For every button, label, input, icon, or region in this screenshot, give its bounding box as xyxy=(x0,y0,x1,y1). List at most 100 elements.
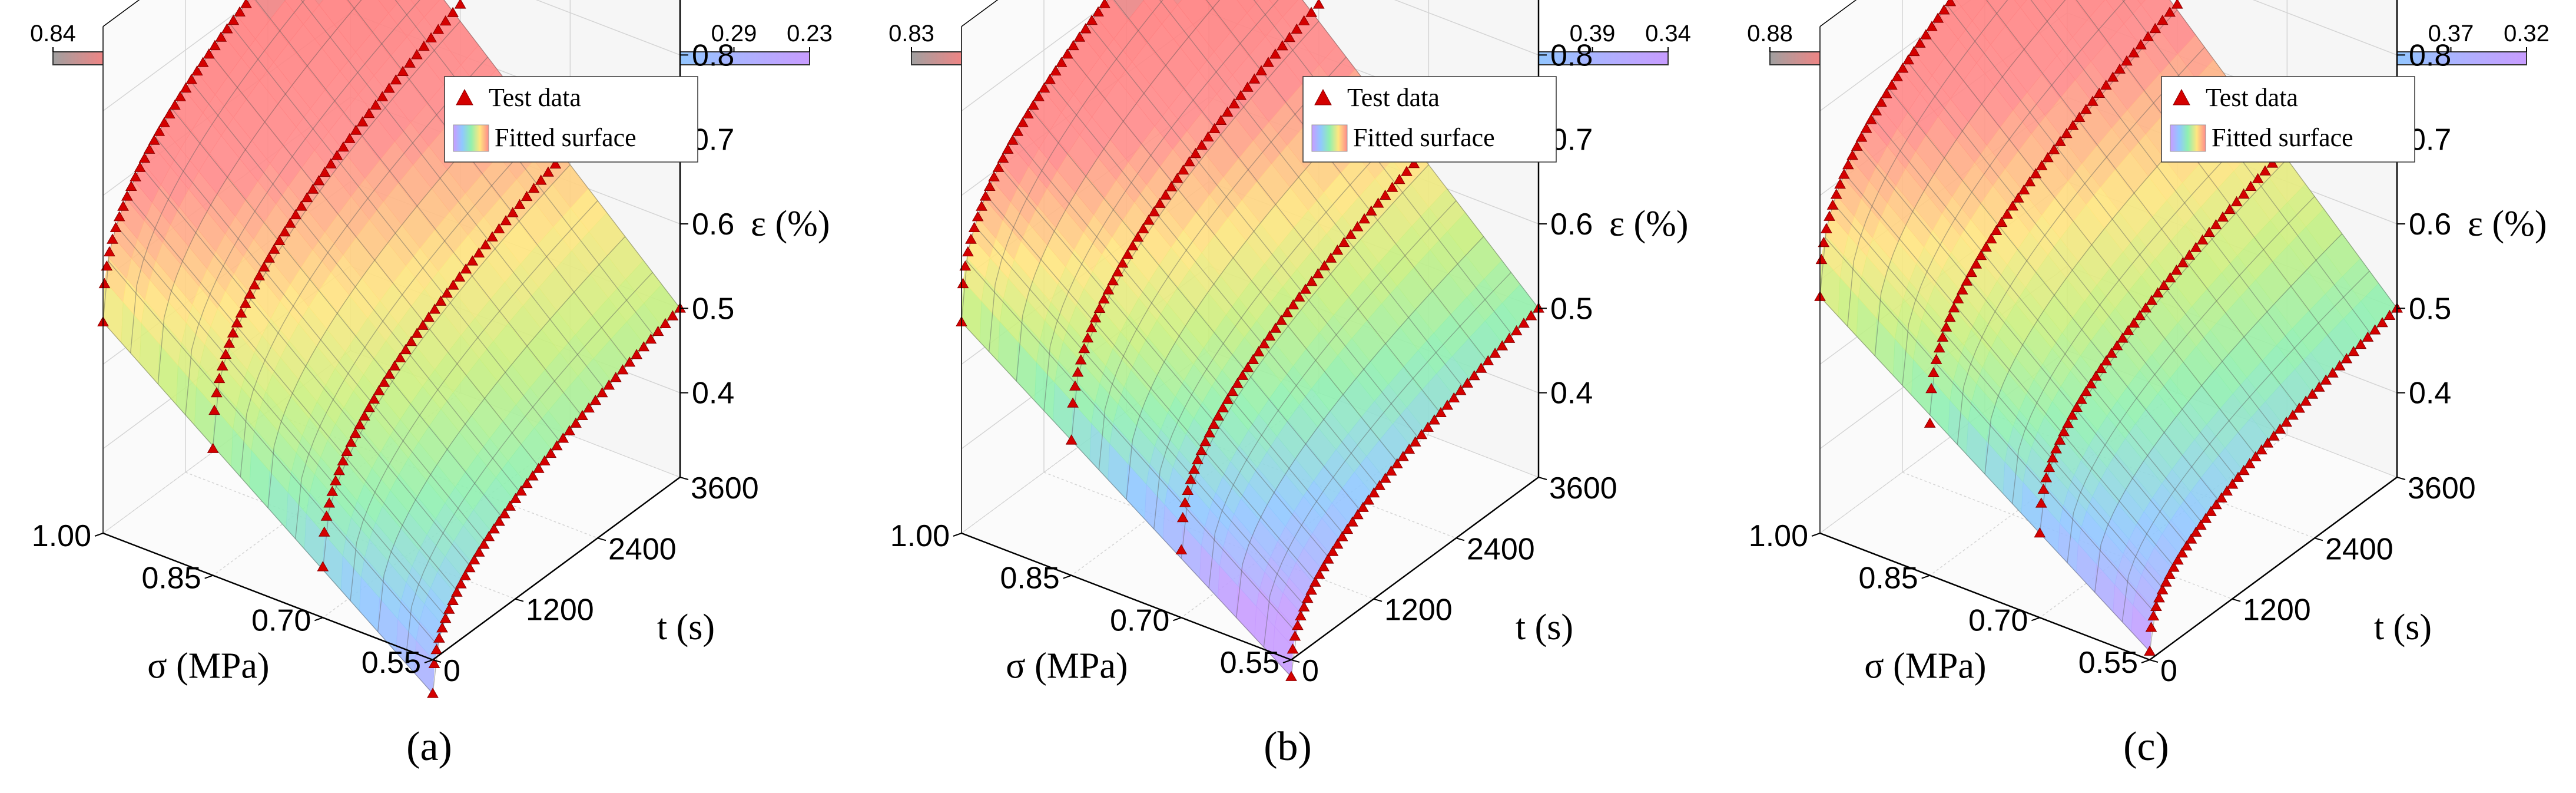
test-data-point xyxy=(209,39,221,51)
test-data-point xyxy=(2274,423,2286,434)
test-data-point xyxy=(965,233,977,244)
test-data-point xyxy=(2170,265,2183,275)
test-data-point xyxy=(2090,370,2102,381)
y-tick-label: 3600 xyxy=(1549,471,1617,505)
test-data-point xyxy=(2073,111,2086,122)
test-data-point xyxy=(1990,224,2003,235)
test-data-point xyxy=(652,325,664,336)
x-axis-label: σ (MPa) xyxy=(1006,646,1128,686)
colorbar-tick-label: 0.23 xyxy=(787,21,833,47)
test-data-point xyxy=(988,171,1000,181)
test-data-point xyxy=(1248,73,1261,84)
x-tick-label: 0.55 xyxy=(2078,646,2138,680)
test-data-point xyxy=(2158,279,2170,290)
test-data-point xyxy=(383,368,396,379)
test-data-point xyxy=(337,455,349,465)
test-data-point xyxy=(98,277,111,289)
test-data-point xyxy=(1391,458,1403,468)
test-data-point xyxy=(1886,79,1898,90)
test-data-point xyxy=(1215,114,1227,125)
test-data-point xyxy=(423,311,435,322)
test-data-point xyxy=(417,319,429,330)
test-data-point xyxy=(2012,192,2024,203)
test-data-point xyxy=(2146,295,2158,305)
test-data-point xyxy=(1027,99,1039,110)
test-data-point xyxy=(138,153,151,163)
test-data-point xyxy=(2150,600,2162,611)
test-data-point xyxy=(2306,388,2319,399)
test-data-point xyxy=(453,271,466,282)
test-data-point xyxy=(526,470,539,481)
test-data-point xyxy=(499,508,510,518)
test-data-point xyxy=(1338,236,1350,247)
test-data-point xyxy=(2142,31,2154,41)
test-data-point xyxy=(450,586,463,597)
test-data-point xyxy=(370,99,382,110)
test-data-point xyxy=(2134,309,2146,320)
test-data-point xyxy=(1351,221,1364,232)
test-data-point xyxy=(1368,487,1380,498)
test-data-point xyxy=(1284,31,1295,42)
test-data-point xyxy=(1122,249,1133,259)
test-data-point xyxy=(203,48,215,59)
y-tick-label: 0 xyxy=(443,654,460,688)
test-data-point xyxy=(2100,80,2112,90)
test-data-point xyxy=(428,657,440,668)
test-data-point xyxy=(645,333,657,344)
test-data-point xyxy=(1002,143,1014,154)
test-data-point xyxy=(411,328,423,338)
test-data-point xyxy=(2058,426,2070,437)
test-data-point xyxy=(583,402,595,413)
test-data-point xyxy=(341,445,353,456)
test-series-1 xyxy=(1924,0,2183,428)
test-data-point xyxy=(957,277,969,289)
test-data-point xyxy=(1258,338,1270,349)
test-data-point xyxy=(1082,332,1094,343)
test-data-point xyxy=(1475,362,1487,373)
test-data-point xyxy=(113,211,125,222)
test-data-point xyxy=(1428,414,1440,425)
test-data-point xyxy=(513,199,526,209)
test-data-point xyxy=(1236,369,1249,380)
test-data-point xyxy=(479,239,492,250)
test-data-point xyxy=(1055,57,1067,67)
test-data-point xyxy=(2237,464,2250,475)
x-axis-label: σ (MPa) xyxy=(147,646,269,686)
test-data-point xyxy=(1374,480,1385,490)
x-tick-label: 1.00 xyxy=(1749,519,1808,553)
test-data-point xyxy=(473,247,485,257)
test-data-point xyxy=(343,133,356,143)
test-data-point xyxy=(333,465,345,475)
test-data-point xyxy=(258,261,270,272)
test-data-point xyxy=(1142,214,1155,225)
test-data-point xyxy=(1865,114,1877,124)
test-data-point xyxy=(2007,200,2019,211)
test-data-point xyxy=(1448,392,1460,402)
test-data-point xyxy=(244,288,256,299)
test-data-point xyxy=(1345,229,1357,239)
test-data-point xyxy=(2245,180,2257,191)
test-data-point xyxy=(1525,310,1537,320)
test-data-point xyxy=(1415,429,1428,440)
test-data-point xyxy=(2249,451,2262,461)
test-data-point xyxy=(1079,23,1092,34)
test-data-point xyxy=(1482,355,1494,365)
test-data-point xyxy=(101,260,113,271)
test-data-point xyxy=(427,688,439,698)
test-data-point xyxy=(1078,343,1090,353)
fitted-surface xyxy=(961,0,1539,678)
legend-surface-swatch xyxy=(1311,124,1348,152)
test-data-point xyxy=(532,462,545,473)
test-data-point xyxy=(2114,63,2126,74)
test-data-point xyxy=(1924,417,1936,428)
test-data-point xyxy=(121,190,133,201)
test-data-point xyxy=(460,263,472,274)
test-data-point xyxy=(368,393,380,404)
test-data-point xyxy=(2205,505,2217,516)
test-data-point xyxy=(1098,293,1110,304)
test-data-point xyxy=(2262,437,2274,448)
test-data-point xyxy=(1044,74,1056,84)
test-data-point xyxy=(2164,272,2176,283)
test-data-point xyxy=(2320,374,2332,385)
test-data-point xyxy=(284,217,296,228)
